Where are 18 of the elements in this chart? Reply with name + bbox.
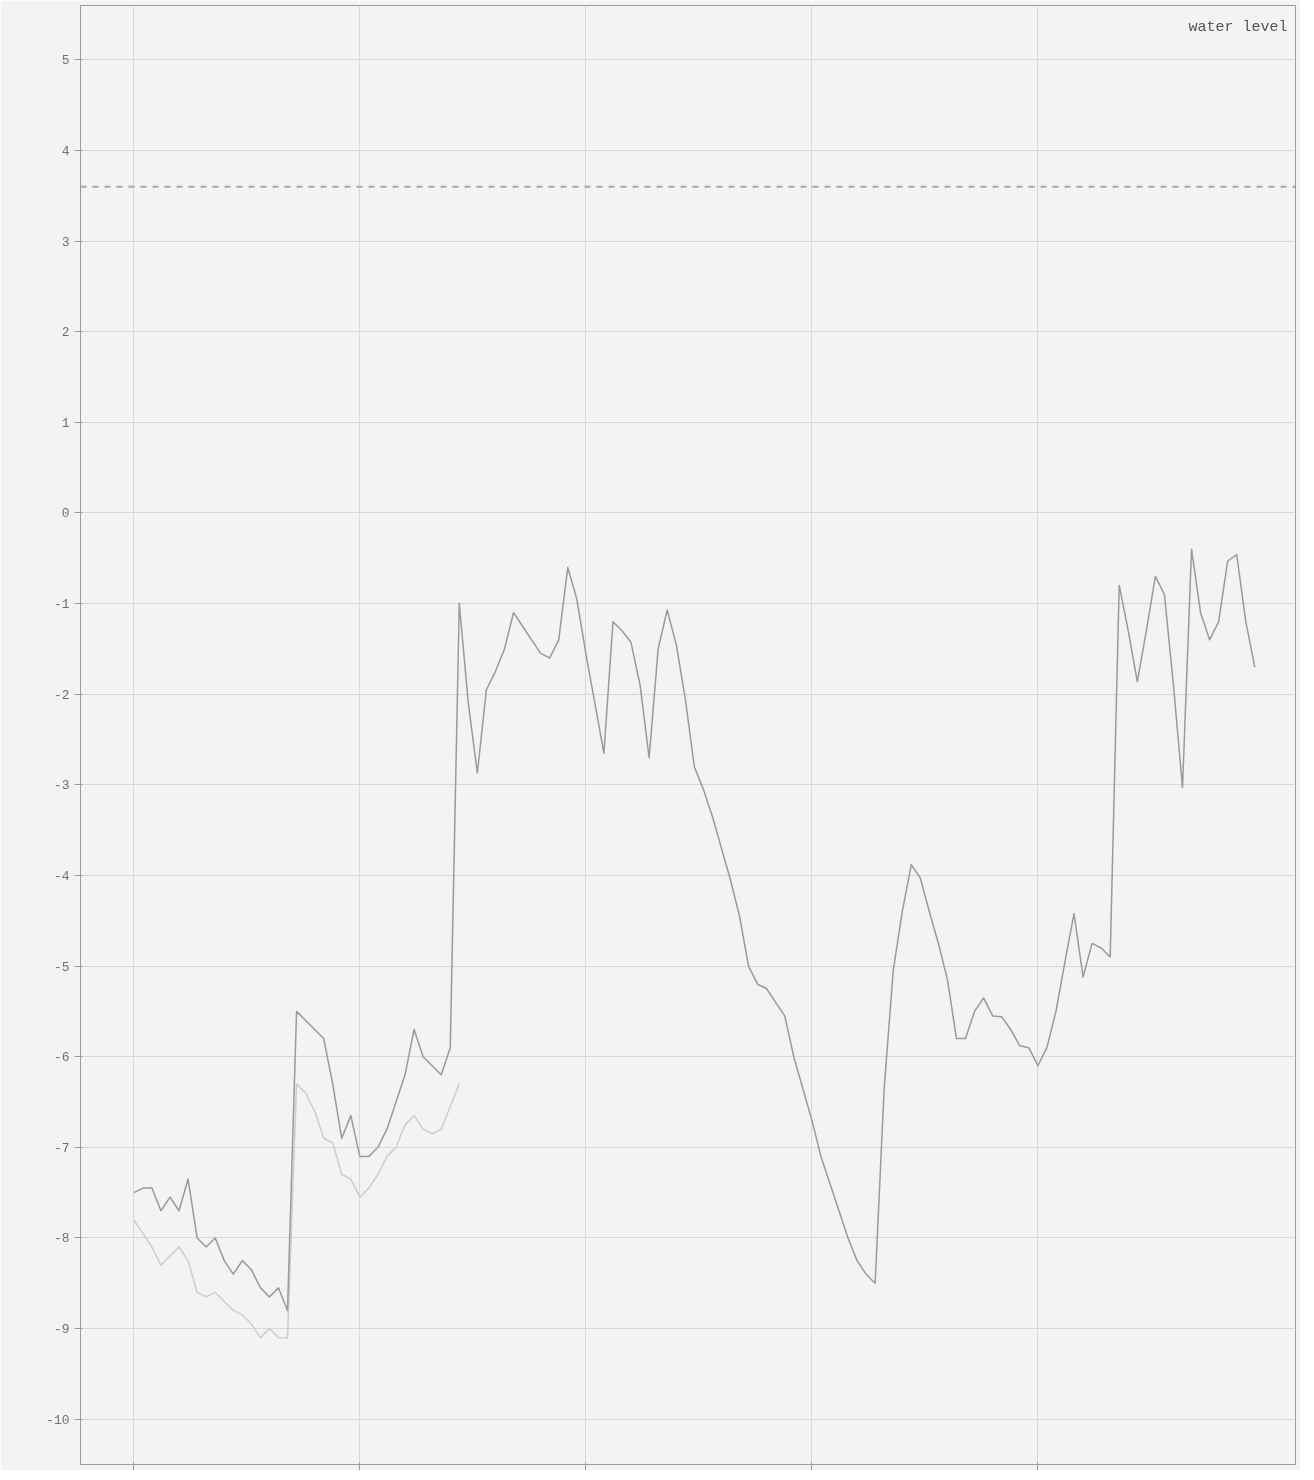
- y-tick-label: -6: [53, 1050, 70, 1066]
- y-tick-label: 3: [61, 234, 70, 250]
- y-tick-label: -1: [53, 597, 70, 613]
- line-series: [133, 548, 1256, 1312]
- text: water level: [1188, 18, 1288, 36]
- y-tick-label: 5: [61, 53, 70, 69]
- y-tick-label: 1: [61, 415, 70, 431]
- y-tick-label: -4: [53, 868, 70, 884]
- y-tick-label: -2: [53, 687, 70, 703]
- y-tick-label: -10: [46, 1412, 70, 1428]
- y-tick-label: 4: [61, 143, 70, 159]
- y-tick-label: -5: [53, 959, 70, 975]
- y-tick-label: -7: [53, 1140, 70, 1156]
- y-tick-label: -3: [53, 778, 70, 794]
- y-tick-label: -8: [53, 1231, 70, 1247]
- y-tick-label: -9: [53, 1322, 70, 1338]
- y-tick-label: 0: [61, 506, 70, 522]
- y-tick-label: 2: [61, 325, 70, 341]
